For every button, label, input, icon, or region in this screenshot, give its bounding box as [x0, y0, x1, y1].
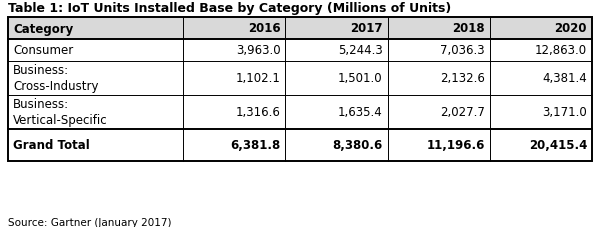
- Text: 5,244.3: 5,244.3: [338, 44, 383, 57]
- Bar: [388, 129, 490, 161]
- Bar: [388, 62, 490, 96]
- Text: 8,380.6: 8,380.6: [332, 139, 383, 152]
- Bar: [183, 18, 286, 40]
- Text: 1,635.4: 1,635.4: [338, 106, 383, 119]
- Bar: [388, 40, 490, 62]
- Text: 2020: 2020: [554, 22, 587, 35]
- Text: 4,381.4: 4,381.4: [542, 72, 587, 85]
- Bar: [8, 18, 183, 40]
- Bar: [490, 129, 592, 161]
- Text: 1,501.0: 1,501.0: [338, 72, 383, 85]
- Bar: [490, 18, 592, 40]
- Bar: [8, 62, 183, 96]
- Text: 2,132.6: 2,132.6: [440, 72, 485, 85]
- Bar: [490, 40, 592, 62]
- Bar: [388, 96, 490, 129]
- Bar: [183, 129, 286, 161]
- Bar: [286, 62, 388, 96]
- Text: 1,316.6: 1,316.6: [236, 106, 280, 119]
- Bar: [286, 18, 388, 40]
- Text: Table 1: IoT Units Installed Base by Category (Millions of Units): Table 1: IoT Units Installed Base by Cat…: [8, 2, 451, 15]
- Text: 12,863.0: 12,863.0: [535, 44, 587, 57]
- Bar: [8, 40, 183, 62]
- Bar: [183, 40, 286, 62]
- Text: 3,963.0: 3,963.0: [236, 44, 280, 57]
- Bar: [8, 96, 183, 129]
- Text: 20,415.4: 20,415.4: [529, 139, 587, 152]
- Text: 11,196.6: 11,196.6: [427, 139, 485, 152]
- Bar: [490, 96, 592, 129]
- Bar: [286, 129, 388, 161]
- Text: 2017: 2017: [350, 22, 383, 35]
- Text: Source: Gartner (January 2017): Source: Gartner (January 2017): [8, 217, 172, 227]
- Bar: [8, 129, 183, 161]
- Bar: [183, 96, 286, 129]
- Text: 2,027.7: 2,027.7: [440, 106, 485, 119]
- Bar: [8, 18, 592, 161]
- Text: 2018: 2018: [452, 22, 485, 35]
- Bar: [183, 62, 286, 96]
- Text: Category: Category: [13, 22, 73, 35]
- Text: Business:
Cross-Industry: Business: Cross-Industry: [13, 64, 98, 93]
- Bar: [388, 18, 490, 40]
- Text: 3,171.0: 3,171.0: [542, 106, 587, 119]
- Bar: [490, 62, 592, 96]
- Text: 7,036.3: 7,036.3: [440, 44, 485, 57]
- Text: Consumer: Consumer: [13, 44, 73, 57]
- Text: Grand Total: Grand Total: [13, 139, 90, 152]
- Bar: [286, 40, 388, 62]
- Text: 6,381.8: 6,381.8: [230, 139, 280, 152]
- Bar: [286, 96, 388, 129]
- Text: 2016: 2016: [248, 22, 280, 35]
- Text: Business:
Vertical-Specific: Business: Vertical-Specific: [13, 98, 107, 127]
- Text: 1,102.1: 1,102.1: [236, 72, 280, 85]
